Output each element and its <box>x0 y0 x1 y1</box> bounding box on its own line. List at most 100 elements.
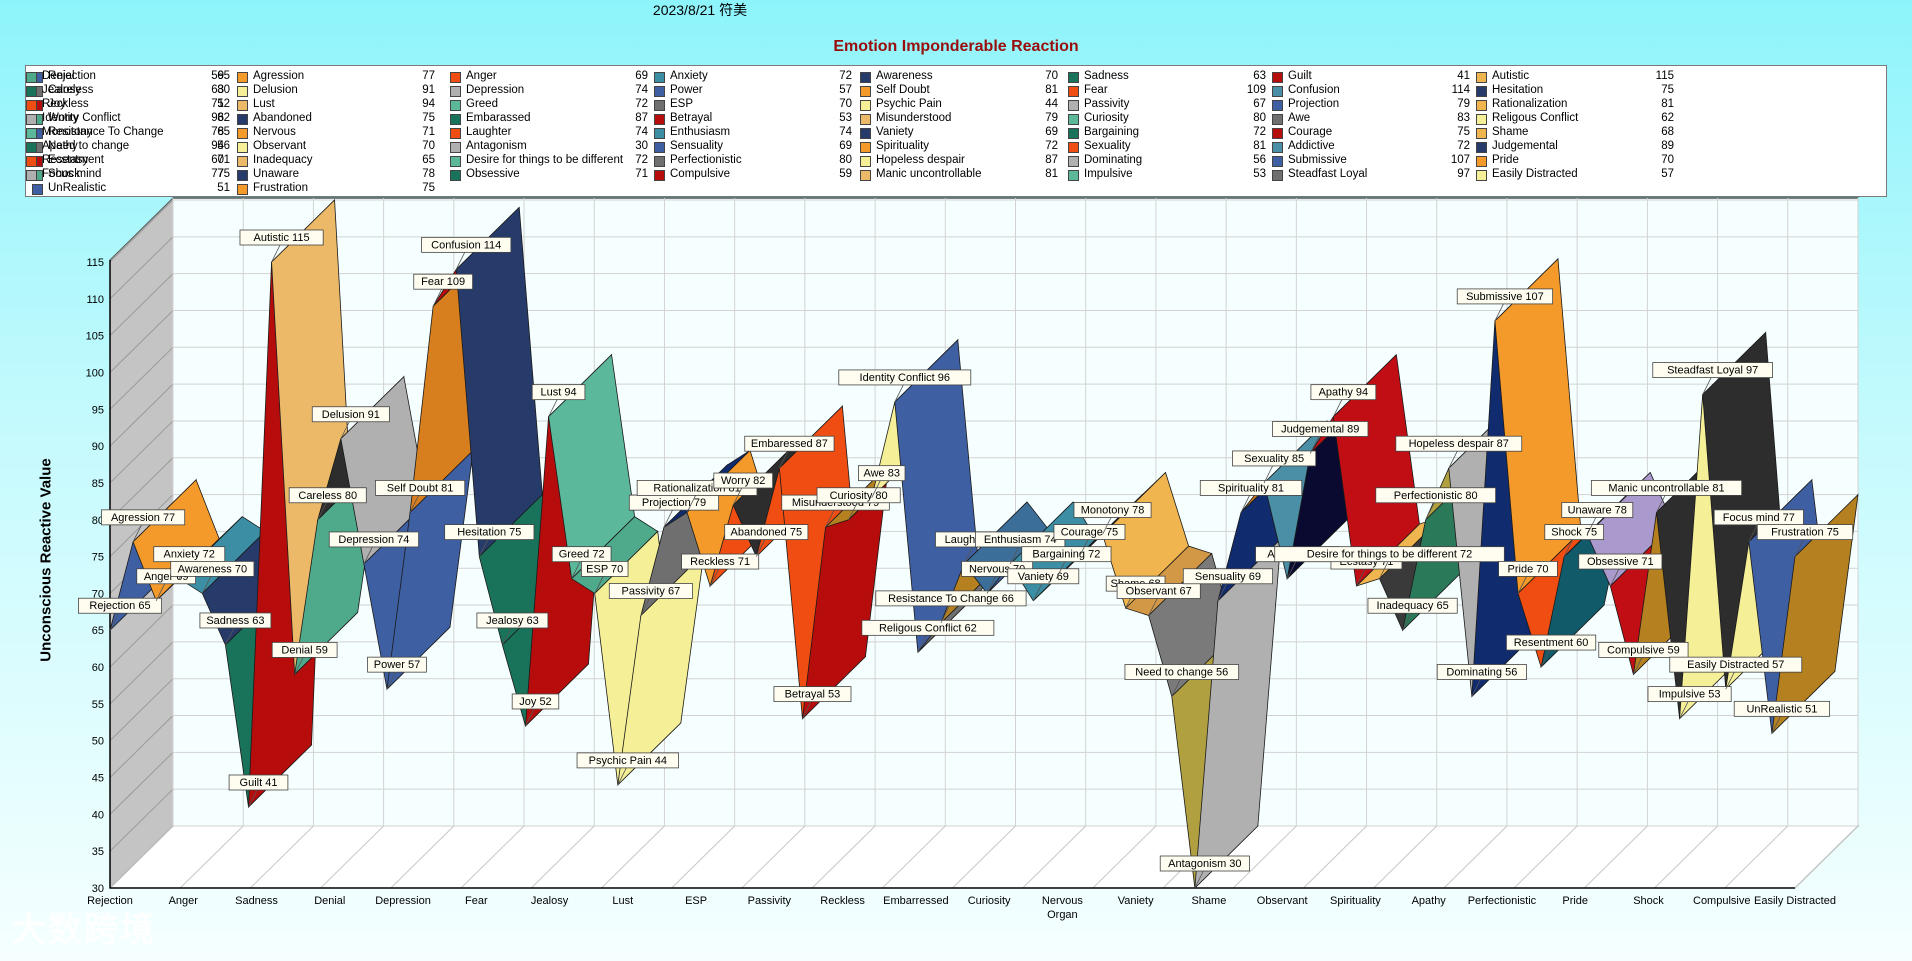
legend-value: 70 <box>1661 154 1674 166</box>
x-tick-label: Denial <box>314 895 345 907</box>
legend-value: 69 <box>839 140 852 152</box>
legend-value: 109 <box>1246 84 1266 96</box>
grid-line <box>109 641 174 705</box>
legend-item-resentment: Resentment 60 <box>26 154 224 168</box>
legend-swatch <box>237 86 248 97</box>
data-label-hesitation: Hesitation 75 <box>444 524 535 557</box>
data-label-resistance-to-change: Resistance To Change 66 <box>875 590 1027 624</box>
legend-label: ESP <box>670 98 694 110</box>
legend-label: Addictive <box>1288 140 1335 152</box>
legend-label: Religous Conflict <box>1492 112 1579 124</box>
grid-line <box>811 825 876 889</box>
legend-value: 80 <box>217 84 230 96</box>
x-tick-label: Pride <box>1562 895 1588 907</box>
data-label-confusion: Confusion 114 <box>421 236 512 270</box>
legend-item-misunderstood: Misunderstood 79 <box>860 112 1058 126</box>
legend-label: Greed <box>466 98 498 110</box>
legend-swatch <box>450 114 461 125</box>
legend-value: 65 <box>217 126 230 138</box>
svg-text:Unaware 78: Unaware 78 <box>1568 504 1627 516</box>
legend-label: Autistic <box>1492 70 1530 82</box>
legend-item-inadequacy: Inadequacy 65 <box>237 154 435 168</box>
svg-text:Resistance To Change 66: Resistance To Change 66 <box>888 593 1014 605</box>
legend-label: Psychic Pain <box>876 98 942 110</box>
legend-item-judgemental: Judgemental 89 <box>1476 140 1674 154</box>
legend-label: Impulsive <box>1084 168 1133 180</box>
data-label-self-doubt: Self Doubt 81 <box>375 479 466 513</box>
svg-text:Impulsive 53: Impulsive 53 <box>1659 689 1721 701</box>
legend-item-identity-conflict: Identity Conflict 96 <box>26 112 224 126</box>
data-label-spirituality: Spirituality 81 <box>1199 479 1303 513</box>
y-tick-label: 50 <box>92 736 104 748</box>
legend-label: Submissive <box>1288 154 1347 166</box>
legend-swatch <box>26 86 37 97</box>
legend-label: Confusion <box>1288 84 1340 96</box>
grid-line <box>1022 825 1087 889</box>
legend-swatch <box>237 170 248 181</box>
legend-value: 59 <box>211 70 224 82</box>
legend-item-perfectionistic: Perfectionistic 80 <box>654 154 852 168</box>
legend-label: Monotony <box>42 126 93 138</box>
data-label-jealosy: Jealosy 63 <box>476 612 549 646</box>
legend-item-ecstasy: Ecstasy 71 <box>32 154 230 168</box>
grid-line <box>179 825 244 889</box>
legend-item-unrealistic: UnRealistic 51 <box>32 182 230 196</box>
legend-value: 67 <box>1253 98 1266 110</box>
data-label-denial: Denial 59 <box>271 642 338 675</box>
legend-swatch <box>237 72 248 83</box>
legend-value: 72 <box>839 70 852 82</box>
legend-swatch <box>1272 128 1283 139</box>
legend-label: Awe <box>1288 112 1311 124</box>
data-label-obsessive: Obsessive 71 <box>1578 553 1663 587</box>
y-tick-label: 45 <box>92 773 104 785</box>
legend-item-lust: Lust 94 <box>237 98 435 112</box>
legend-swatch <box>1068 170 1079 181</box>
grid-line <box>109 788 174 852</box>
legend-label: Sadness <box>1084 70 1129 82</box>
grid-line <box>671 825 736 889</box>
x-tick-label: Vaniety <box>1118 895 1154 907</box>
legend-value: 81 <box>1045 84 1058 96</box>
legend-label: Shock <box>48 168 80 180</box>
legend-swatch <box>860 128 871 139</box>
legend-label: Guilt <box>1288 70 1312 82</box>
legend-value: 57 <box>839 84 852 96</box>
svg-text:Desire for things to be differ: Desire for things to be different 72 <box>1307 549 1473 561</box>
legend-item-shame: Shame 68 <box>1476 126 1674 140</box>
legend-swatch <box>654 72 665 83</box>
svg-text:Enthusiasm 74: Enthusiasm 74 <box>984 534 1057 546</box>
legend-swatch <box>1476 114 1487 125</box>
legend-item-shock: Shock 75 <box>32 168 230 182</box>
legend-value: 72 <box>635 98 648 110</box>
svg-text:Jealosy 63: Jealosy 63 <box>486 615 539 627</box>
svg-text:Curiosity 80: Curiosity 80 <box>830 490 888 502</box>
legend-value: 80 <box>839 154 852 166</box>
legend-value: 70 <box>422 140 435 152</box>
data-label-sadness: Sadness 63 <box>199 612 272 646</box>
svg-text:Sensuality 69: Sensuality 69 <box>1195 571 1261 583</box>
legend-value: 68 <box>1661 126 1674 138</box>
y-tick-label: 55 <box>92 699 104 711</box>
legend-value: 57 <box>1661 168 1674 180</box>
legend-value: 82 <box>217 112 230 124</box>
legend-swatch <box>1476 170 1487 181</box>
legend-swatch <box>26 128 37 139</box>
legend-item-awareness: Awareness 70 <box>860 70 1058 84</box>
data-label-curiosity: Curiosity 80 <box>816 487 901 520</box>
grid-line <box>952 825 1016 889</box>
legend-swatch <box>654 156 665 167</box>
legend-item-joy: Joy 52 <box>32 98 230 112</box>
legend-value: 83 <box>1457 112 1470 124</box>
data-label-worry: Worry 82 <box>713 472 774 506</box>
legend-value: 72 <box>1045 140 1058 152</box>
data-label-dominating: Dominating 56 <box>1436 664 1527 697</box>
y-tick-label: 70 <box>92 588 104 600</box>
x-tick-label: Shame <box>1191 895 1226 907</box>
svg-text:Courage 75: Courage 75 <box>1061 527 1119 539</box>
legend-value: 80 <box>1253 112 1266 124</box>
legend-value: 65 <box>217 70 230 82</box>
legend-value: 70 <box>1045 70 1058 82</box>
ribbon-segment <box>1771 493 1859 735</box>
legend-label: Resistance To Change <box>48 126 164 138</box>
legend-swatch <box>237 156 248 167</box>
